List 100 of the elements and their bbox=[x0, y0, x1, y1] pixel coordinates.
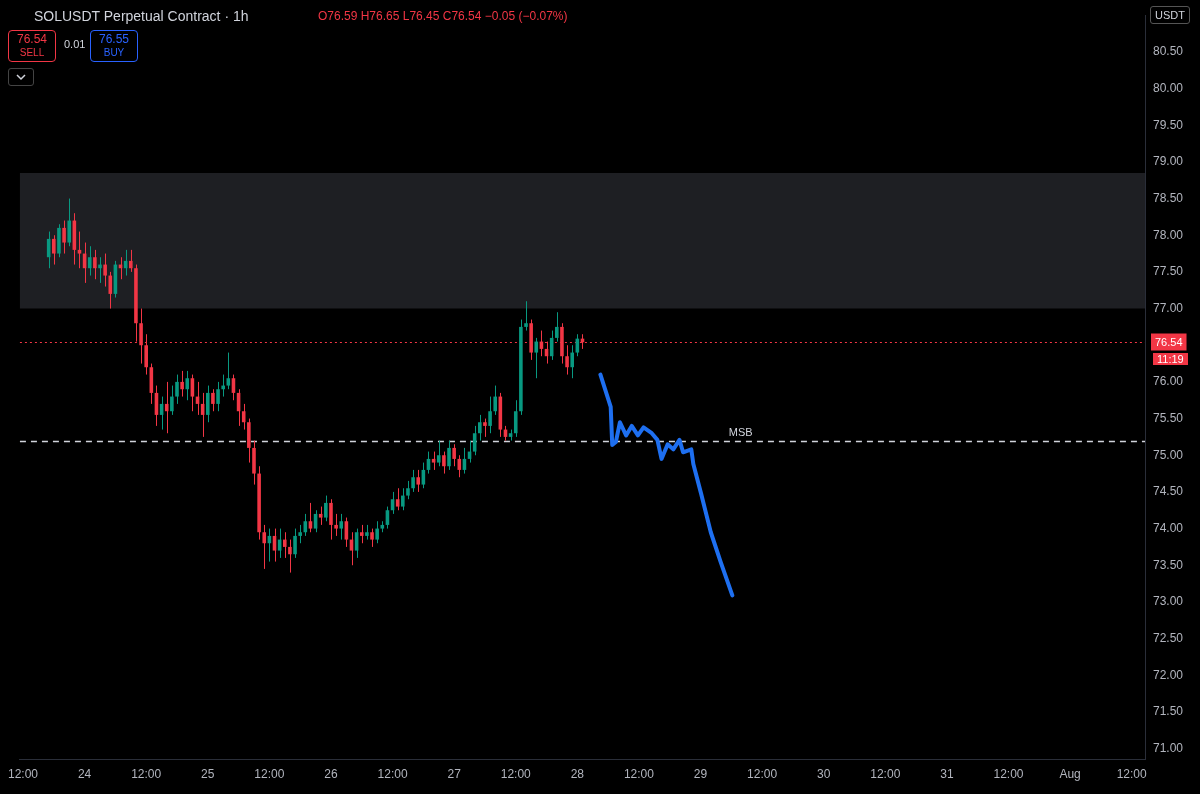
candlestick bbox=[339, 513, 344, 541]
candlestick bbox=[67, 198, 71, 247]
candlestick bbox=[411, 469, 415, 493]
annotation: 76.54 bbox=[16, 32, 48, 46]
y-tick-label: 78.50 bbox=[1153, 190, 1184, 205]
candlestick bbox=[185, 370, 190, 401]
text: 11:19 bbox=[1153, 353, 1188, 365]
candlestick bbox=[457, 454, 462, 478]
candlestick bbox=[406, 480, 410, 500]
y-tick-label: 77.00 bbox=[1153, 300, 1184, 315]
candlestick bbox=[493, 385, 498, 416]
candlestick bbox=[442, 451, 446, 475]
candlestick bbox=[452, 443, 456, 467]
candlestick bbox=[329, 498, 333, 541]
candlestick bbox=[401, 487, 405, 511]
candlestick bbox=[483, 418, 487, 438]
candlestick bbox=[170, 385, 174, 416]
y-tick-label: 79.00 bbox=[1153, 154, 1184, 169]
candlestick bbox=[447, 440, 451, 471]
x-tick-label: 26 bbox=[324, 767, 338, 782]
y-tick-label: 75.00 bbox=[1153, 447, 1184, 462]
y-tick-label: 80.50 bbox=[1153, 44, 1184, 59]
x-tick-label: 12:00 bbox=[131, 767, 162, 782]
annotation: SELL bbox=[18, 46, 46, 60]
candlestick bbox=[288, 539, 292, 574]
x-tick-label: 29 bbox=[693, 767, 708, 782]
candlestick bbox=[221, 374, 225, 398]
candlestick bbox=[241, 403, 246, 431]
y-tick-label: 72.50 bbox=[1153, 630, 1184, 645]
y-tick-label: 73.00 bbox=[1153, 594, 1184, 609]
candlestick bbox=[488, 396, 492, 434]
x-tick-label: 12:00 bbox=[1116, 767, 1147, 782]
x-tick-label: 12:00 bbox=[254, 767, 285, 782]
x-tick-label: 24 bbox=[77, 767, 92, 782]
candlestick bbox=[395, 487, 400, 511]
chart-title: SOLUSDT Perpetual Contract · 1h bbox=[34, 8, 249, 24]
candlestick bbox=[282, 531, 287, 559]
candlestick bbox=[534, 337, 539, 379]
y-tick-label: 79.50 bbox=[1153, 117, 1184, 132]
candlestick bbox=[103, 253, 107, 288]
candlestick bbox=[478, 414, 482, 442]
candlestick bbox=[211, 388, 215, 412]
x-tick-label: 12:00 bbox=[8, 767, 39, 782]
y-tick-label: 77.50 bbox=[1153, 264, 1184, 279]
x-tick-label: 12:00 bbox=[870, 767, 901, 782]
candlestick bbox=[375, 520, 379, 544]
ref-line-label: 76.54 bbox=[1155, 335, 1183, 348]
candlestick bbox=[298, 524, 302, 544]
candlestick bbox=[93, 249, 97, 280]
y-tick-label: 75.50 bbox=[1153, 410, 1184, 425]
annotation: O76.59 H76.65 L76.45 C76.54 −0.05 (−0.07%) bbox=[318, 9, 568, 23]
x-tick-label: 12:00 bbox=[500, 767, 532, 782]
candlestick bbox=[62, 220, 66, 255]
x-tick-label: 31 bbox=[940, 767, 954, 782]
candlestick bbox=[524, 300, 528, 332]
x-tick-label: 27 bbox=[447, 767, 462, 782]
y-tick-label: 74.00 bbox=[1153, 520, 1184, 535]
candlestick bbox=[77, 231, 82, 269]
candlestick bbox=[308, 502, 313, 533]
candlestick bbox=[370, 528, 374, 548]
candlestick bbox=[293, 528, 297, 559]
text: USDT bbox=[1150, 6, 1190, 24]
candlestick bbox=[416, 469, 421, 493]
candlestick bbox=[87, 245, 92, 277]
candlestick bbox=[175, 374, 179, 405]
y-tick-label: 78.00 bbox=[1153, 227, 1184, 242]
annotation: BUY bbox=[102, 46, 126, 60]
annotation: 76.55 bbox=[98, 32, 130, 46]
candlestick bbox=[436, 440, 441, 467]
candlestick bbox=[359, 524, 364, 544]
y-tick-label: 80.00 bbox=[1153, 80, 1184, 95]
x-tick-label: 30 bbox=[817, 767, 831, 782]
candlestick bbox=[318, 506, 323, 526]
y-tick-label: 72.00 bbox=[1153, 667, 1184, 682]
x-tick-label: Aug bbox=[1059, 767, 1081, 782]
y-tick-label: 71.50 bbox=[1153, 704, 1184, 719]
candlestick bbox=[555, 311, 559, 343]
x-tick-label: 28 bbox=[570, 767, 585, 782]
candlestick bbox=[324, 495, 328, 522]
ref-line-label: MSB bbox=[728, 426, 753, 439]
y-tick-label: 74.50 bbox=[1153, 484, 1184, 499]
x-tick-label: 12:00 bbox=[747, 767, 778, 782]
candlestick bbox=[513, 399, 518, 438]
candlestick bbox=[108, 271, 113, 310]
candlestick bbox=[570, 344, 574, 379]
x-tick-label: 12:00 bbox=[993, 767, 1024, 782]
candlestick bbox=[334, 513, 338, 537]
candlestick bbox=[565, 344, 569, 376]
y-tick-label: 73.50 bbox=[1153, 557, 1184, 572]
candlestick bbox=[262, 524, 267, 570]
x-tick-label: 12:00 bbox=[377, 767, 408, 782]
candlestick bbox=[431, 451, 436, 471]
y-tick-label: 76.00 bbox=[1153, 374, 1184, 389]
annotation: 0.01 bbox=[64, 38, 86, 50]
candlestick bbox=[129, 249, 133, 273]
candlestick bbox=[216, 381, 220, 412]
candlestick bbox=[180, 370, 184, 398]
candlestick bbox=[98, 256, 102, 284]
candlestick bbox=[139, 308, 143, 365]
x-tick-label: 12:00 bbox=[623, 767, 655, 782]
